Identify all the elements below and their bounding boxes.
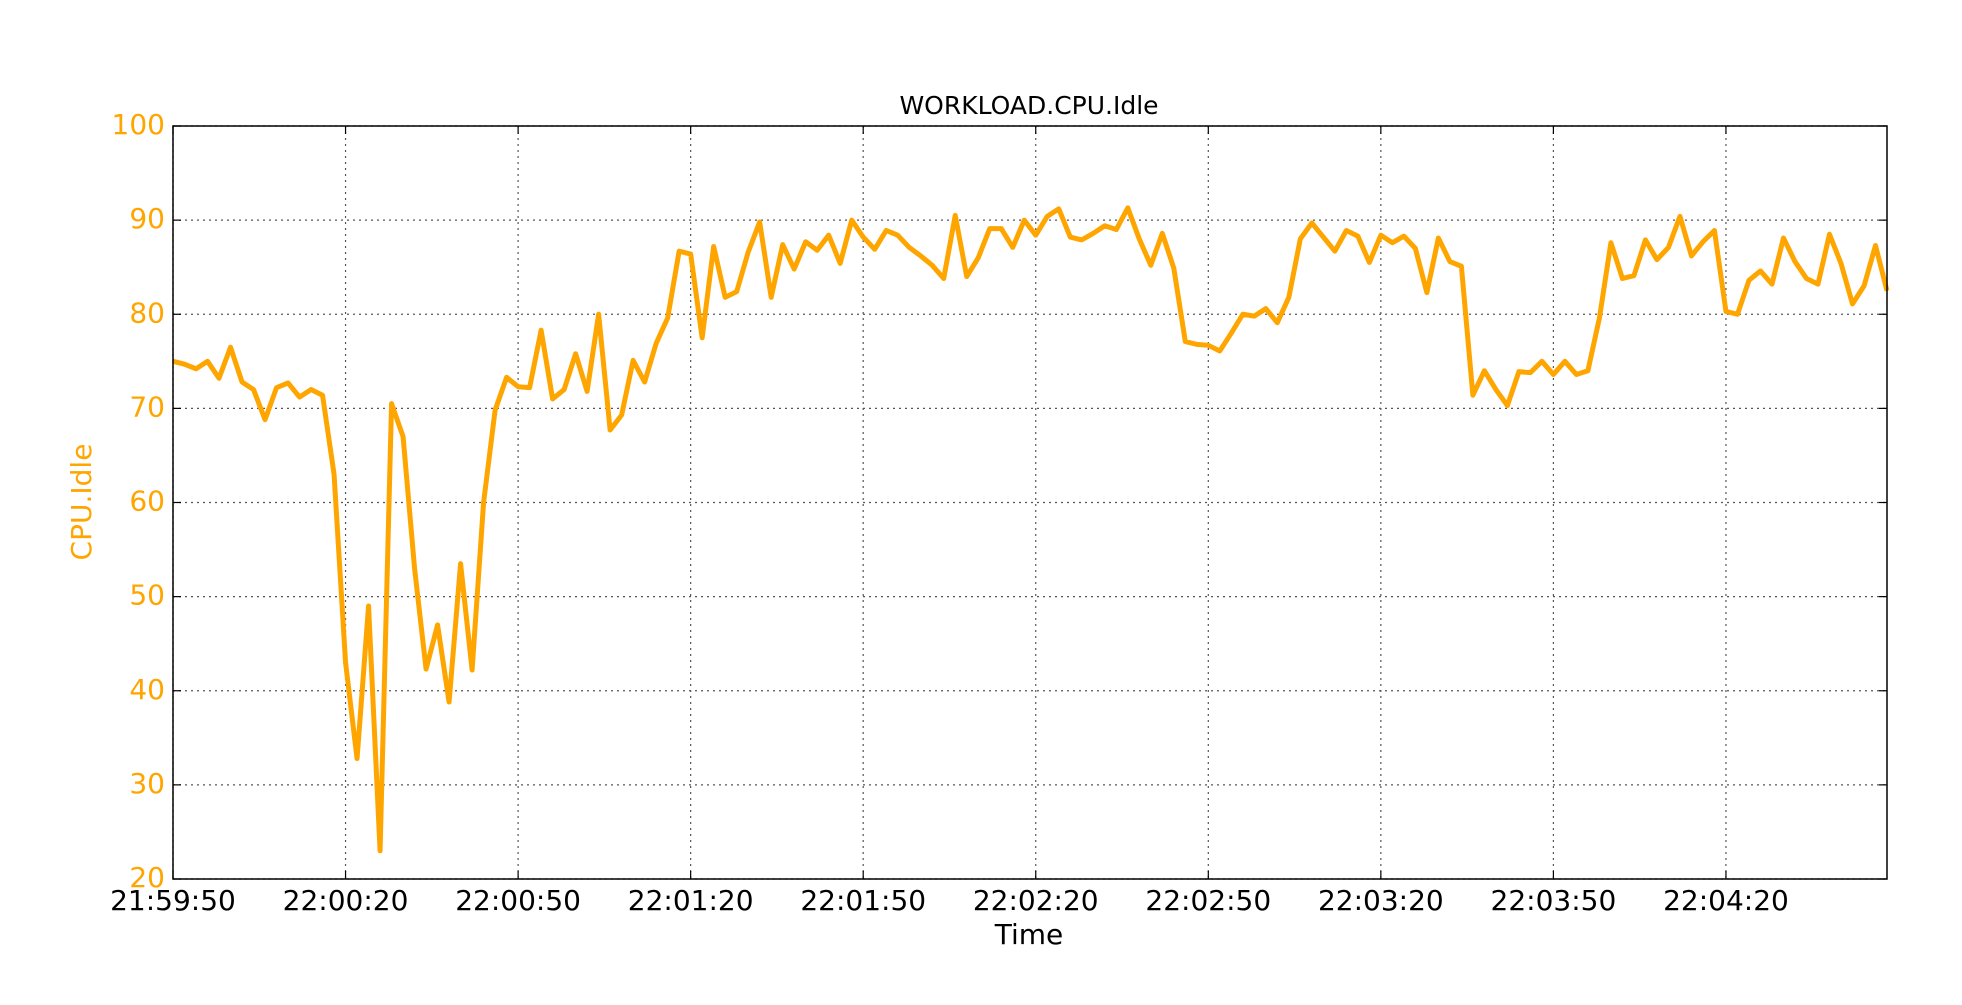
- x-tick-label: 22:02:50: [1145, 884, 1271, 917]
- y-tick-label: 100: [112, 108, 165, 141]
- y-tick-label: 50: [129, 579, 165, 612]
- y-tick-label: 80: [129, 296, 165, 329]
- x-tick-label: 22:01:50: [800, 884, 926, 917]
- x-tick-label: 22:00:20: [283, 884, 409, 917]
- plot-frame: [172, 125, 1888, 880]
- x-tick-label: 22:01:20: [628, 884, 754, 917]
- data-line: [172, 205, 1890, 854]
- x-tick-label: 22:02:20: [973, 884, 1099, 917]
- y-tick-label: 90: [129, 202, 165, 235]
- y-axis-label: CPU.Idle: [65, 444, 98, 561]
- x-tick-label: 22:04:20: [1663, 884, 1789, 917]
- x-tick-label: 22:03:20: [1318, 884, 1444, 917]
- x-axis-label: Time: [994, 918, 1064, 951]
- x-tick-label: 22:03:50: [1491, 884, 1617, 917]
- y-tick-label: 40: [129, 673, 165, 706]
- y-tick-label: 20: [129, 861, 165, 894]
- y-tick-label: 70: [129, 390, 165, 423]
- chart-title: WORKLOAD.CPU.Idle: [899, 91, 1158, 120]
- x-tick-label: 21:59:50: [110, 884, 236, 917]
- y-tick-label: 60: [129, 485, 165, 518]
- x-tick-label: 22:00:50: [455, 884, 581, 917]
- y-tick-label: 30: [129, 767, 165, 800]
